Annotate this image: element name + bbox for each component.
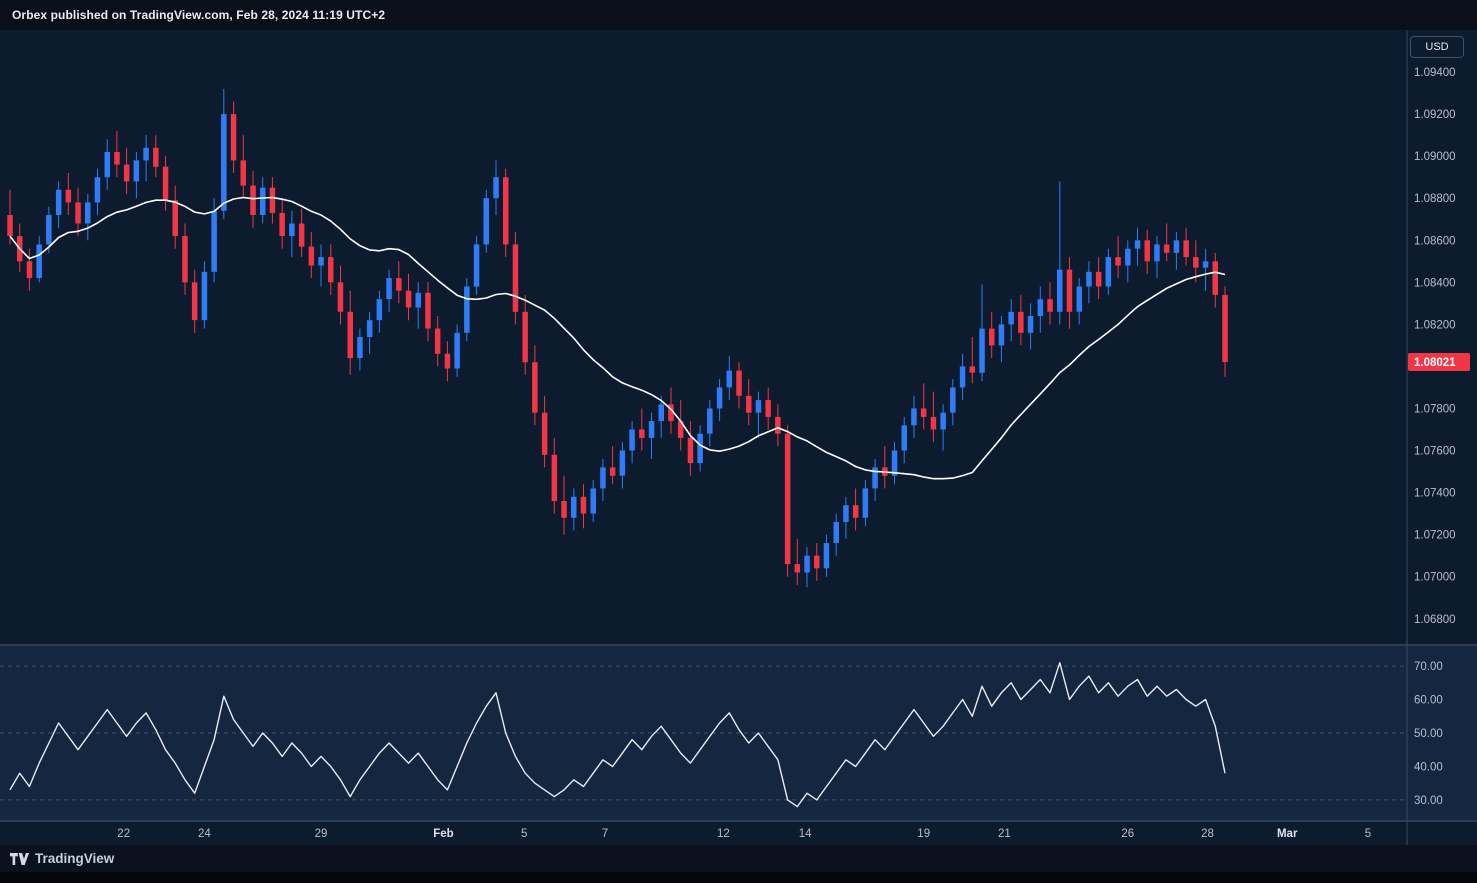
currency-button[interactable]: USD [1410,36,1464,58]
svg-text:5: 5 [521,828,527,840]
svg-text:1.07200: 1.07200 [1414,530,1456,542]
svg-text:29: 29 [315,828,328,840]
moving-average-line [9,196,1226,480]
svg-text:40.00: 40.00 [1414,762,1443,774]
svg-text:5: 5 [1365,828,1371,840]
svg-text:30.00: 30.00 [1414,795,1443,807]
header-bar: Orbex published on TradingView.com, Feb … [0,0,1477,30]
chart-canvas[interactable]: 1.09400 1.09200 1.09000 1.08800 1.08600 1.084… [0,30,1477,845]
svg-text:1.07600: 1.07600 [1414,446,1456,458]
svg-text:1.06800: 1.06800 [1414,614,1456,626]
rsi-gridlines [0,665,1407,801]
svg-text:1.07400: 1.07400 [1414,488,1456,500]
pane-separators [0,30,1477,845]
time-axis-labels[interactable]: 22 24 29 Feb 5 7 12 14 19 21 26 28 Mar 5 [117,828,1371,840]
bottom-strip [0,872,1477,883]
rsi-axis-labels[interactable]: 70.00 60.00 50.00 40.00 30.00 [1414,661,1443,807]
svg-text:28: 28 [1201,828,1214,840]
svg-text:1.08200: 1.08200 [1414,319,1456,331]
last-price-badge: 1.08021 [1408,353,1470,371]
svg-text:50.00: 50.00 [1414,728,1443,740]
svg-text:14: 14 [799,828,812,840]
svg-text:60.00: 60.00 [1414,695,1443,707]
candlesticks-layer [7,88,1228,588]
tradingview-logo-link[interactable]: TradingView [10,851,114,866]
svg-text:70.00: 70.00 [1414,661,1443,673]
svg-text:21: 21 [998,828,1011,840]
svg-text:7: 7 [602,828,608,840]
footer-bar: TradingView [0,845,1477,872]
svg-text:1.08400: 1.08400 [1414,277,1456,289]
svg-text:22: 22 [117,828,130,840]
svg-text:1.09400: 1.09400 [1414,67,1456,79]
svg-text:Mar: Mar [1277,828,1298,840]
svg-text:1.09200: 1.09200 [1414,109,1456,121]
svg-text:1.07000: 1.07000 [1414,572,1456,584]
tradingview-logo-icon [10,852,29,865]
svg-text:Feb: Feb [433,828,453,840]
chart-area[interactable]: 1.09400 1.09200 1.09000 1.08800 1.08600 1.084… [0,30,1477,845]
svg-text:1.08800: 1.08800 [1414,193,1456,205]
svg-text:26: 26 [1121,828,1134,840]
svg-text:24: 24 [198,828,211,840]
svg-text:1.08600: 1.08600 [1414,235,1456,247]
svg-text:19: 19 [917,828,930,840]
svg-text:1.09000: 1.09000 [1414,151,1456,163]
tradingview-brand-text: TradingView [35,851,115,866]
svg-text:12: 12 [717,828,730,840]
price-axis-labels[interactable]: 1.09400 1.09200 1.09000 1.08800 1.08600 1.084… [1414,67,1456,626]
svg-text:1.08021: 1.08021 [1414,357,1456,369]
svg-text:1.07800: 1.07800 [1414,404,1456,416]
rsi-line [9,662,1226,808]
attribution-text: Orbex published on TradingView.com, Feb … [12,8,386,22]
